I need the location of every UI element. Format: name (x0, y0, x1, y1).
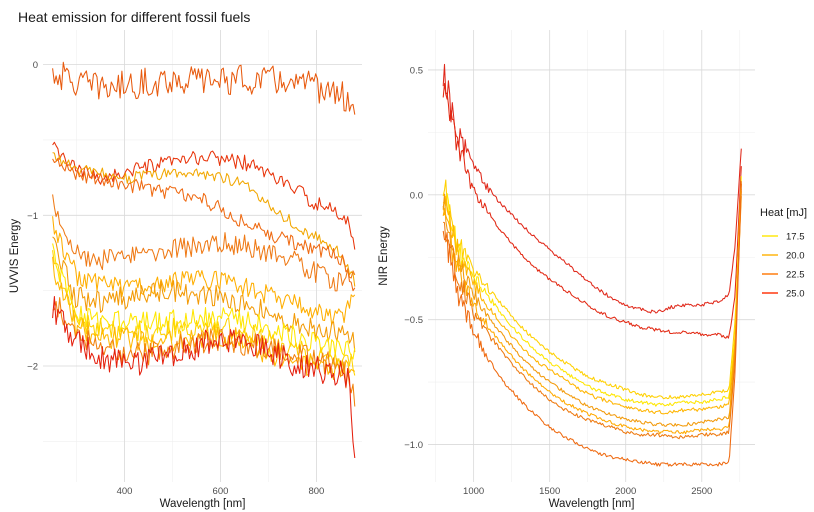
series-line (442, 191, 742, 415)
series-line (52, 216, 356, 326)
nir-gridlines (428, 30, 755, 482)
legend-label: 22.5 (786, 270, 805, 281)
series-line (442, 193, 742, 427)
x-tick-label: 800 (308, 486, 324, 497)
uvvis-x-axis-title: Wavelength [nm] (160, 498, 246, 510)
series-line (442, 183, 742, 467)
y-tick-label: 0.5 (410, 65, 423, 76)
series-line (52, 141, 356, 250)
series-line (442, 176, 742, 407)
x-tick-label: 2000 (615, 486, 636, 497)
uvvis-gridlines (43, 30, 362, 482)
x-tick-label: 2500 (691, 486, 712, 497)
y-tick-label: −1 (27, 211, 38, 222)
series-line (52, 152, 356, 287)
series-line (52, 295, 356, 459)
legend-label: 17.5 (786, 232, 805, 243)
nir-y-axis-title: NIR Energy (378, 226, 390, 286)
y-tick-label: −1.0 (404, 440, 423, 451)
series-line (52, 236, 356, 353)
uvvis-x-tick-labels: 400 600 800 (117, 486, 325, 497)
nir-x-tick-labels: 1000 1500 2000 2500 (463, 486, 712, 497)
y-tick-label: 0 (33, 60, 38, 71)
uvvis-y-axis-title: UVVIS Energy (9, 219, 21, 293)
series-line (52, 243, 356, 360)
uvvis-panel: 400 600 800 0 −1 −2 Wavelength [nm] UVVIS En… (9, 30, 362, 510)
nir-x-axis-title: Wavelength [nm] (549, 498, 635, 510)
series-line (442, 188, 742, 435)
nir-series-lines (442, 63, 742, 467)
y-tick-label: −2 (27, 361, 38, 372)
x-tick-label: 400 (117, 486, 133, 497)
series-line (52, 157, 356, 292)
legend: Heat [mJ] 17.5 20.0 22.5 25.0 (760, 207, 807, 300)
series-line (52, 256, 356, 381)
x-tick-label: 1500 (539, 486, 560, 497)
nir-panel: 1000 1500 2000 2500 0.5 0.0 −0.5 −1.0 Waveleng… (378, 30, 755, 510)
series-line (443, 181, 742, 440)
series-line (442, 179, 742, 400)
nir-y-tick-labels: 0.5 0.0 −0.5 −1.0 (404, 65, 423, 451)
series-line (442, 82, 742, 339)
uvvis-y-tick-labels: 0 −1 −2 (27, 60, 38, 372)
x-tick-label: 1000 (463, 486, 484, 497)
chart-title: Heat emission for different fossil fuels (18, 9, 250, 25)
series-line (52, 194, 356, 292)
legend-label: 25.0 (786, 289, 805, 300)
y-tick-label: −0.5 (404, 315, 423, 326)
x-tick-label: 600 (213, 486, 229, 497)
legend-title: Heat [mJ] (760, 207, 807, 219)
legend-items: 17.5 20.0 22.5 25.0 (762, 232, 805, 300)
series-line (52, 61, 356, 115)
series-line (442, 63, 742, 314)
uvvis-series-lines (52, 61, 356, 459)
y-tick-label: 0.0 (410, 190, 423, 201)
legend-label: 20.0 (786, 251, 805, 262)
